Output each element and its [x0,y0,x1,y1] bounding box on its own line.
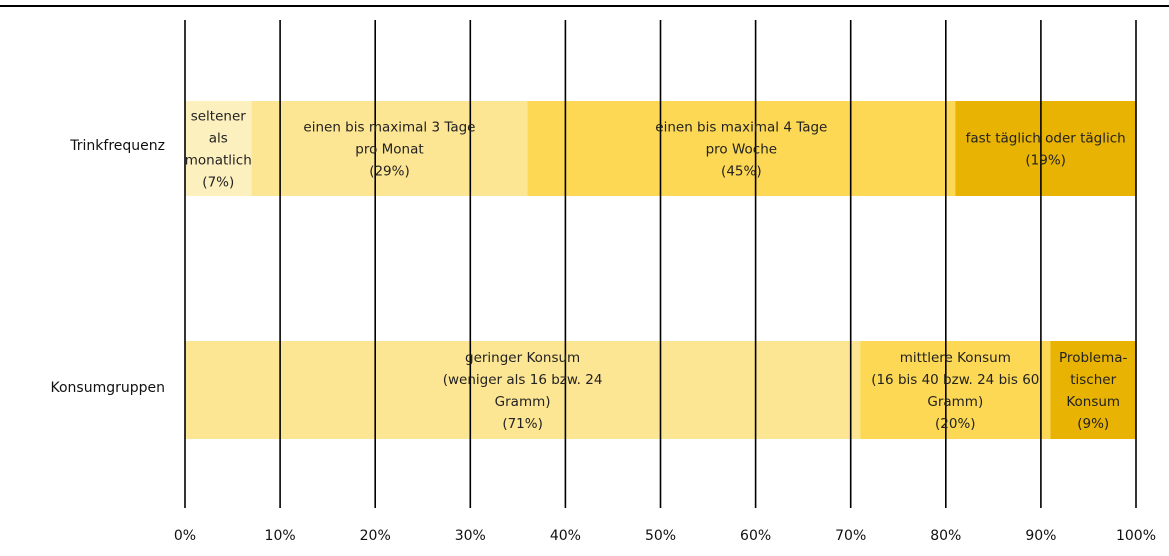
segment-label-0-1-0: einen bis maximal 3 Tage [303,120,475,136]
row-labels-layer: Trinkfrequenz Konsumgruppen [50,138,165,396]
segment-label-0-2-1: pro Woche [706,142,777,158]
segment-label-0-2-0: einen bis maximal 4 Tage [655,120,827,136]
bar-segment-0-1 [251,101,528,196]
segment-label-0-2-2: (45%) [721,164,762,180]
segment-labels-layer: seltener als monatlich (7%) einen bis maxima… [185,109,1128,433]
tick-label-4: 40% [550,528,581,544]
segment-label-1-1-1: (16 bis 40 bzw. 24 bis 60 [871,372,1039,388]
segment-label-1-1-3: (20%) [935,416,976,432]
tick-labels-layer: 0% 10% 20% 30% 40% 50% 60% 70% 80% 90% 100% [174,528,1156,544]
segment-label-1-2-2: Konsum [1066,394,1120,410]
grid-layer [184,20,1137,508]
segment-label-1-2-1: tischer [1070,372,1116,388]
tick-label-2: 20% [360,528,391,544]
segment-label-1-2-0: Problema- [1059,350,1127,366]
tick-label-10: 100% [1116,528,1156,544]
tick-label-8: 80% [930,528,961,544]
bar-segment-1-2 [1050,341,1136,439]
segment-label-0-0-2: monatlich [185,153,252,169]
row-label-0: Trinkfrequenz [69,138,165,154]
tick-label-9: 90% [1025,528,1056,544]
bar-segment-0-0 [185,101,252,196]
bar-segment-0-3 [955,101,1136,196]
tick-label-0: 0% [174,528,196,544]
segment-label-1-0-1: (weniger als 16 bzw. 24 [443,372,603,388]
segment-label-1-1-0: mittlere Konsum [900,350,1011,366]
row-label-1: Konsumgruppen [50,380,165,396]
segment-label-1-2-3: (9%) [1077,416,1109,432]
bar-segment-1-1 [860,341,1051,439]
tick-label-1: 10% [265,528,296,544]
tick-label-7: 70% [835,528,866,544]
segment-label-0-3-0: fast täglich oder täglich [966,131,1126,147]
segment-label-1-1-2: Gramm) [927,394,983,410]
bars-layer [185,101,1136,439]
tick-label-3: 30% [455,528,486,544]
bar-segment-1-0 [185,341,861,439]
segment-label-1-0-2: Gramm) [495,394,551,410]
segment-label-0-0-1: als [209,131,228,147]
segment-label-0-0-3: (7%) [202,175,234,191]
segment-label-1-0-3: (71%) [502,416,543,432]
segment-label-1-0-0: geringer Konsum [465,350,580,366]
tick-label-6: 60% [740,528,771,544]
segment-label-0-1-1: pro Monat [355,142,423,158]
segment-label-0-0-0: seltener [191,109,247,125]
tick-label-5: 50% [645,528,676,544]
segment-label-0-3-1: (19%) [1025,153,1066,169]
bar-segment-0-2 [527,101,956,196]
segment-label-0-1-2: (29%) [369,164,410,180]
